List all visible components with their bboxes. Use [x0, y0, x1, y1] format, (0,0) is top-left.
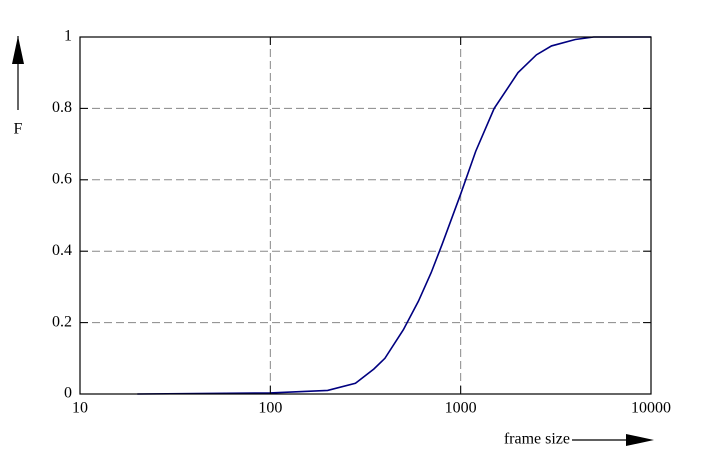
y-tick-label: 0.2 [52, 313, 72, 330]
y-axis-label: F [14, 121, 23, 138]
y-tick-label: 0.8 [52, 99, 72, 116]
x-tick-label: 100 [258, 400, 282, 417]
x-tick-label: 1000 [445, 400, 477, 417]
x-axis-label: frame size [504, 431, 570, 448]
x-arrowhead [626, 434, 654, 446]
data-line [137, 36, 651, 395]
y-tick-label: 0.4 [52, 242, 72, 259]
y-tick-label: 0.6 [52, 170, 72, 187]
y-tick-label: 0 [64, 385, 72, 402]
x-tick-label: 10 [72, 400, 88, 417]
plot-frame [79, 36, 652, 395]
y-arrowhead [12, 36, 24, 64]
plot [137, 36, 651, 395]
x-tick-label: 10000 [631, 400, 671, 417]
grid [80, 37, 651, 394]
y-tick-label: 1 [64, 28, 72, 45]
